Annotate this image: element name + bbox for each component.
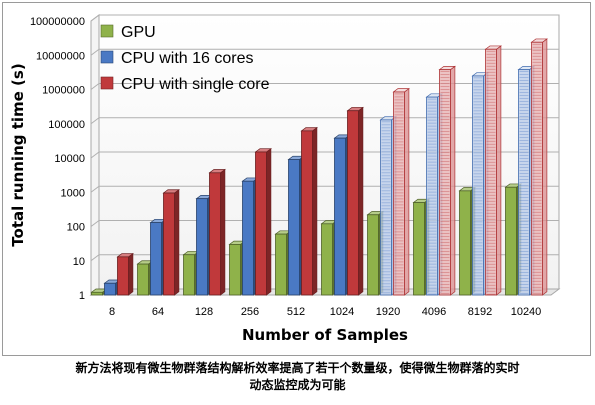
bar-side — [220, 168, 226, 296]
gridline-depth — [90, 48, 100, 56]
gridline-depth — [90, 151, 100, 159]
y-tick-label: 1000000 — [42, 85, 85, 97]
y-tick-label: 1000 — [61, 187, 85, 199]
bar — [288, 159, 300, 296]
bar — [321, 223, 333, 296]
gridline-depth — [90, 117, 100, 125]
x-tick-label: 8192 — [468, 306, 492, 318]
legend-label: GPU — [121, 24, 156, 41]
bar — [163, 192, 175, 296]
bar — [459, 190, 471, 296]
gridline-depth — [90, 185, 100, 193]
bar-side — [450, 65, 456, 296]
bar-side — [358, 106, 364, 296]
bar — [413, 202, 425, 296]
x-tick-label: 512 — [287, 306, 305, 318]
bar — [209, 172, 221, 296]
bar-side — [542, 38, 548, 296]
bar-side — [128, 252, 134, 296]
bar — [301, 130, 313, 296]
bar — [485, 48, 497, 296]
bar — [150, 222, 162, 296]
bar — [367, 214, 379, 296]
legend-swatch — [100, 50, 114, 64]
y-tick-label: 10000 — [54, 153, 85, 165]
x-tick-label: 64 — [152, 306, 164, 318]
gridline-depth — [90, 220, 100, 227]
bar — [183, 254, 195, 296]
chart-caption: 新方法将现有微生物群落结构解析效率提高了若干个数量级，使得微生物群落的实时 动态… — [0, 360, 595, 394]
x-tick-label: 128 — [195, 306, 213, 318]
legend-swatch — [100, 76, 114, 90]
x-tick-label: 1920 — [376, 306, 400, 318]
x-axis-title: Number of Samples — [242, 326, 408, 344]
gridline-depth — [90, 83, 100, 90]
bar — [91, 291, 103, 296]
bar-side — [174, 189, 180, 296]
legend-label: CPU with single core — [121, 76, 270, 93]
bar — [393, 91, 405, 296]
bar — [334, 137, 346, 296]
bar — [104, 282, 116, 296]
legend-swatch — [100, 24, 114, 38]
bar — [472, 75, 484, 296]
x-tick-label: 4096 — [422, 306, 446, 318]
bar-side — [266, 147, 272, 296]
gridline-depth — [90, 14, 100, 22]
bar — [229, 244, 241, 296]
gridline-depth — [90, 254, 100, 262]
bar — [347, 110, 359, 296]
y-tick-label: 10000000 — [36, 50, 85, 62]
bar — [275, 233, 287, 296]
bar-side — [404, 87, 410, 296]
bar — [137, 263, 149, 296]
y-axis-title: Total running time (s) — [9, 63, 27, 246]
bar-side — [496, 45, 502, 296]
caption-line-2: 动态监控成为可能 — [249, 378, 346, 392]
running-time-chart: 1 10 100 1000 10000 100000 1000000 10000000 1000… — [9, 14, 561, 344]
legend-label: CPU with 16 cores — [121, 50, 254, 67]
x-tick-label: 10240 — [511, 306, 542, 318]
y-tick-label: 1 — [79, 290, 85, 302]
bar — [426, 96, 438, 296]
bar — [505, 186, 517, 296]
x-tick-label: 1024 — [330, 306, 354, 318]
bar — [196, 198, 208, 296]
bar — [531, 41, 543, 296]
bar — [380, 119, 392, 296]
caption-line-1: 新方法将现有微生物群落结构解析效率提高了若干个数量级，使得微生物群落的实时 — [75, 361, 520, 375]
bar — [242, 180, 254, 296]
y-tick-label: 100000000 — [30, 16, 85, 28]
bar-side — [312, 126, 318, 296]
y-tick-label: 100 — [67, 222, 85, 234]
x-tick-label: 256 — [241, 306, 259, 318]
y-tick-label: 100000 — [48, 119, 85, 131]
chart-frame: 1 10 100 1000 10000 100000 1000000 10000000 1000… — [2, 2, 591, 356]
bar — [255, 151, 267, 296]
x-tick-label: 8 — [109, 306, 115, 318]
bar — [439, 69, 451, 296]
bar — [518, 69, 530, 296]
bar — [117, 256, 129, 296]
y-tick-label: 10 — [73, 256, 85, 268]
